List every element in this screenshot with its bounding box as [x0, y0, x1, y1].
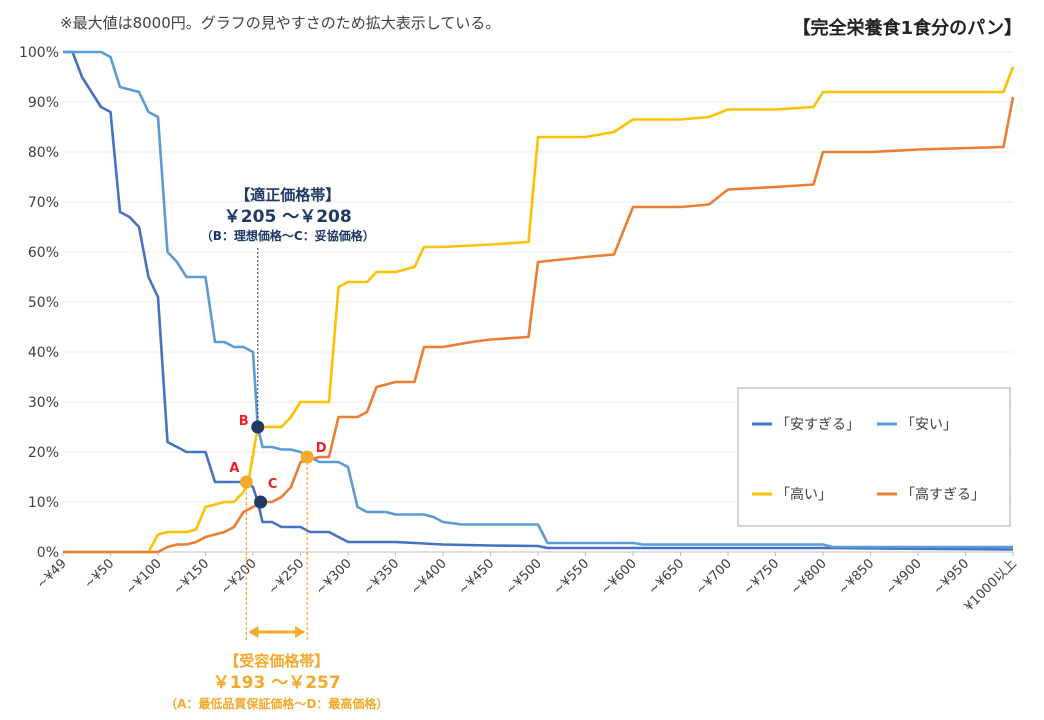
legend-label-too_cheap: 「安すぎる」	[776, 417, 860, 433]
y-tick-label: 100%	[19, 45, 59, 61]
optimal-range-value: ￥205 ～￥208	[224, 207, 352, 227]
legend-box	[737, 387, 1011, 527]
x-tick-label: ~¥49	[34, 556, 70, 592]
legend-label-expensive: 「高い」	[776, 486, 832, 503]
y-tick-label: 20%	[28, 445, 59, 461]
chart-title: 【完全栄養食1食分のパン】	[792, 18, 1022, 39]
chart-note: ※最大値は8000円。グラフの見やすさのため拡大表示している。	[60, 14, 501, 32]
x-tick-label: ~¥300	[313, 556, 355, 598]
x-tick-label: ~¥50	[81, 556, 117, 592]
point-b	[251, 420, 265, 434]
acceptable-range-arrowhead-left	[248, 626, 259, 638]
x-tick-label: ~¥650	[646, 556, 688, 598]
acceptable-range-value: ￥193 ～￥257	[213, 673, 341, 693]
annotations: 【適正価格帯】 ￥205 ～￥208 （B：理想価格～C：妥協価格） 【受容価格…	[165, 186, 388, 711]
y-tick-label: 80%	[28, 145, 59, 161]
y-axis-labels: 0% 10% 20% 30% 40% 50% 60% 70% 80% 90% 100%	[19, 45, 59, 561]
point-d	[300, 450, 314, 464]
x-tick-label: ~¥550	[551, 556, 593, 598]
x-tick-label: ~¥850	[836, 556, 878, 598]
x-tick-label: ~¥100	[123, 556, 165, 598]
y-tick-label: 60%	[28, 245, 59, 261]
x-tick-label: ~¥200	[218, 556, 260, 598]
intersection-points: A B C D	[229, 414, 327, 509]
optimal-range-title: 【適正価格帯】	[235, 186, 340, 204]
point-label-c: C	[268, 477, 278, 492]
point-a	[239, 475, 253, 489]
series-line-expensive	[63, 66, 1015, 554]
point-label-a: A	[229, 461, 239, 476]
legend: 「安すぎる」 「安い」「高い」 「高すぎる」	[737, 387, 1011, 527]
y-tick-label: 40%	[28, 345, 59, 361]
series-line-too_expensive	[63, 96, 1015, 554]
x-tick-label: ~¥950	[931, 556, 973, 598]
x-tick-label: ~¥600	[598, 556, 640, 598]
x-tick-label: ~¥400	[408, 556, 450, 598]
y-tick-label: 50%	[28, 295, 59, 311]
y-tick-label: 30%	[28, 395, 59, 411]
x-tick-label: ~¥800	[788, 556, 830, 598]
x-tick-label: ~¥250	[266, 556, 308, 598]
y-tick-label: 70%	[28, 195, 59, 211]
x-tick-label: ~¥450	[456, 556, 498, 598]
point-c	[254, 495, 268, 509]
y-tick-label: 0%	[37, 545, 59, 561]
series-line-cheap	[63, 50, 1013, 549]
acceptable-range-subtitle: （A：最低品質保証価格～D：最高価格）	[165, 696, 388, 711]
x-tick-label: ~¥900	[883, 556, 925, 598]
point-label-b: B	[239, 414, 249, 429]
acceptable-range-title: 【受容価格帯】	[224, 652, 329, 670]
point-label-d: D	[316, 441, 327, 456]
y-tick-label: 90%	[28, 95, 59, 111]
x-tick-label: ~¥350	[361, 556, 403, 598]
x-tick-label: ~¥750	[741, 556, 783, 598]
x-tick-label: ~¥500	[503, 556, 545, 598]
y-tick-label: 10%	[28, 495, 59, 511]
series-lines	[63, 50, 1015, 554]
x-tick-label: ~¥150	[171, 556, 213, 598]
legend-label-too_expensive: 「高すぎる」	[901, 486, 985, 503]
legend-label-cheap: 「安い」	[901, 417, 957, 433]
acceptable-range-arrowhead-right	[295, 626, 306, 638]
x-axis-labels: ~¥49 ~¥50 ~¥100 ~¥150 ~¥200 ~¥250 ~¥300 ~¥350 ~¥…	[34, 556, 1020, 614]
optimal-range-subtitle: （B：理想価格～C：妥協価格）	[201, 228, 375, 243]
x-tick-label: ~¥700	[693, 556, 735, 598]
